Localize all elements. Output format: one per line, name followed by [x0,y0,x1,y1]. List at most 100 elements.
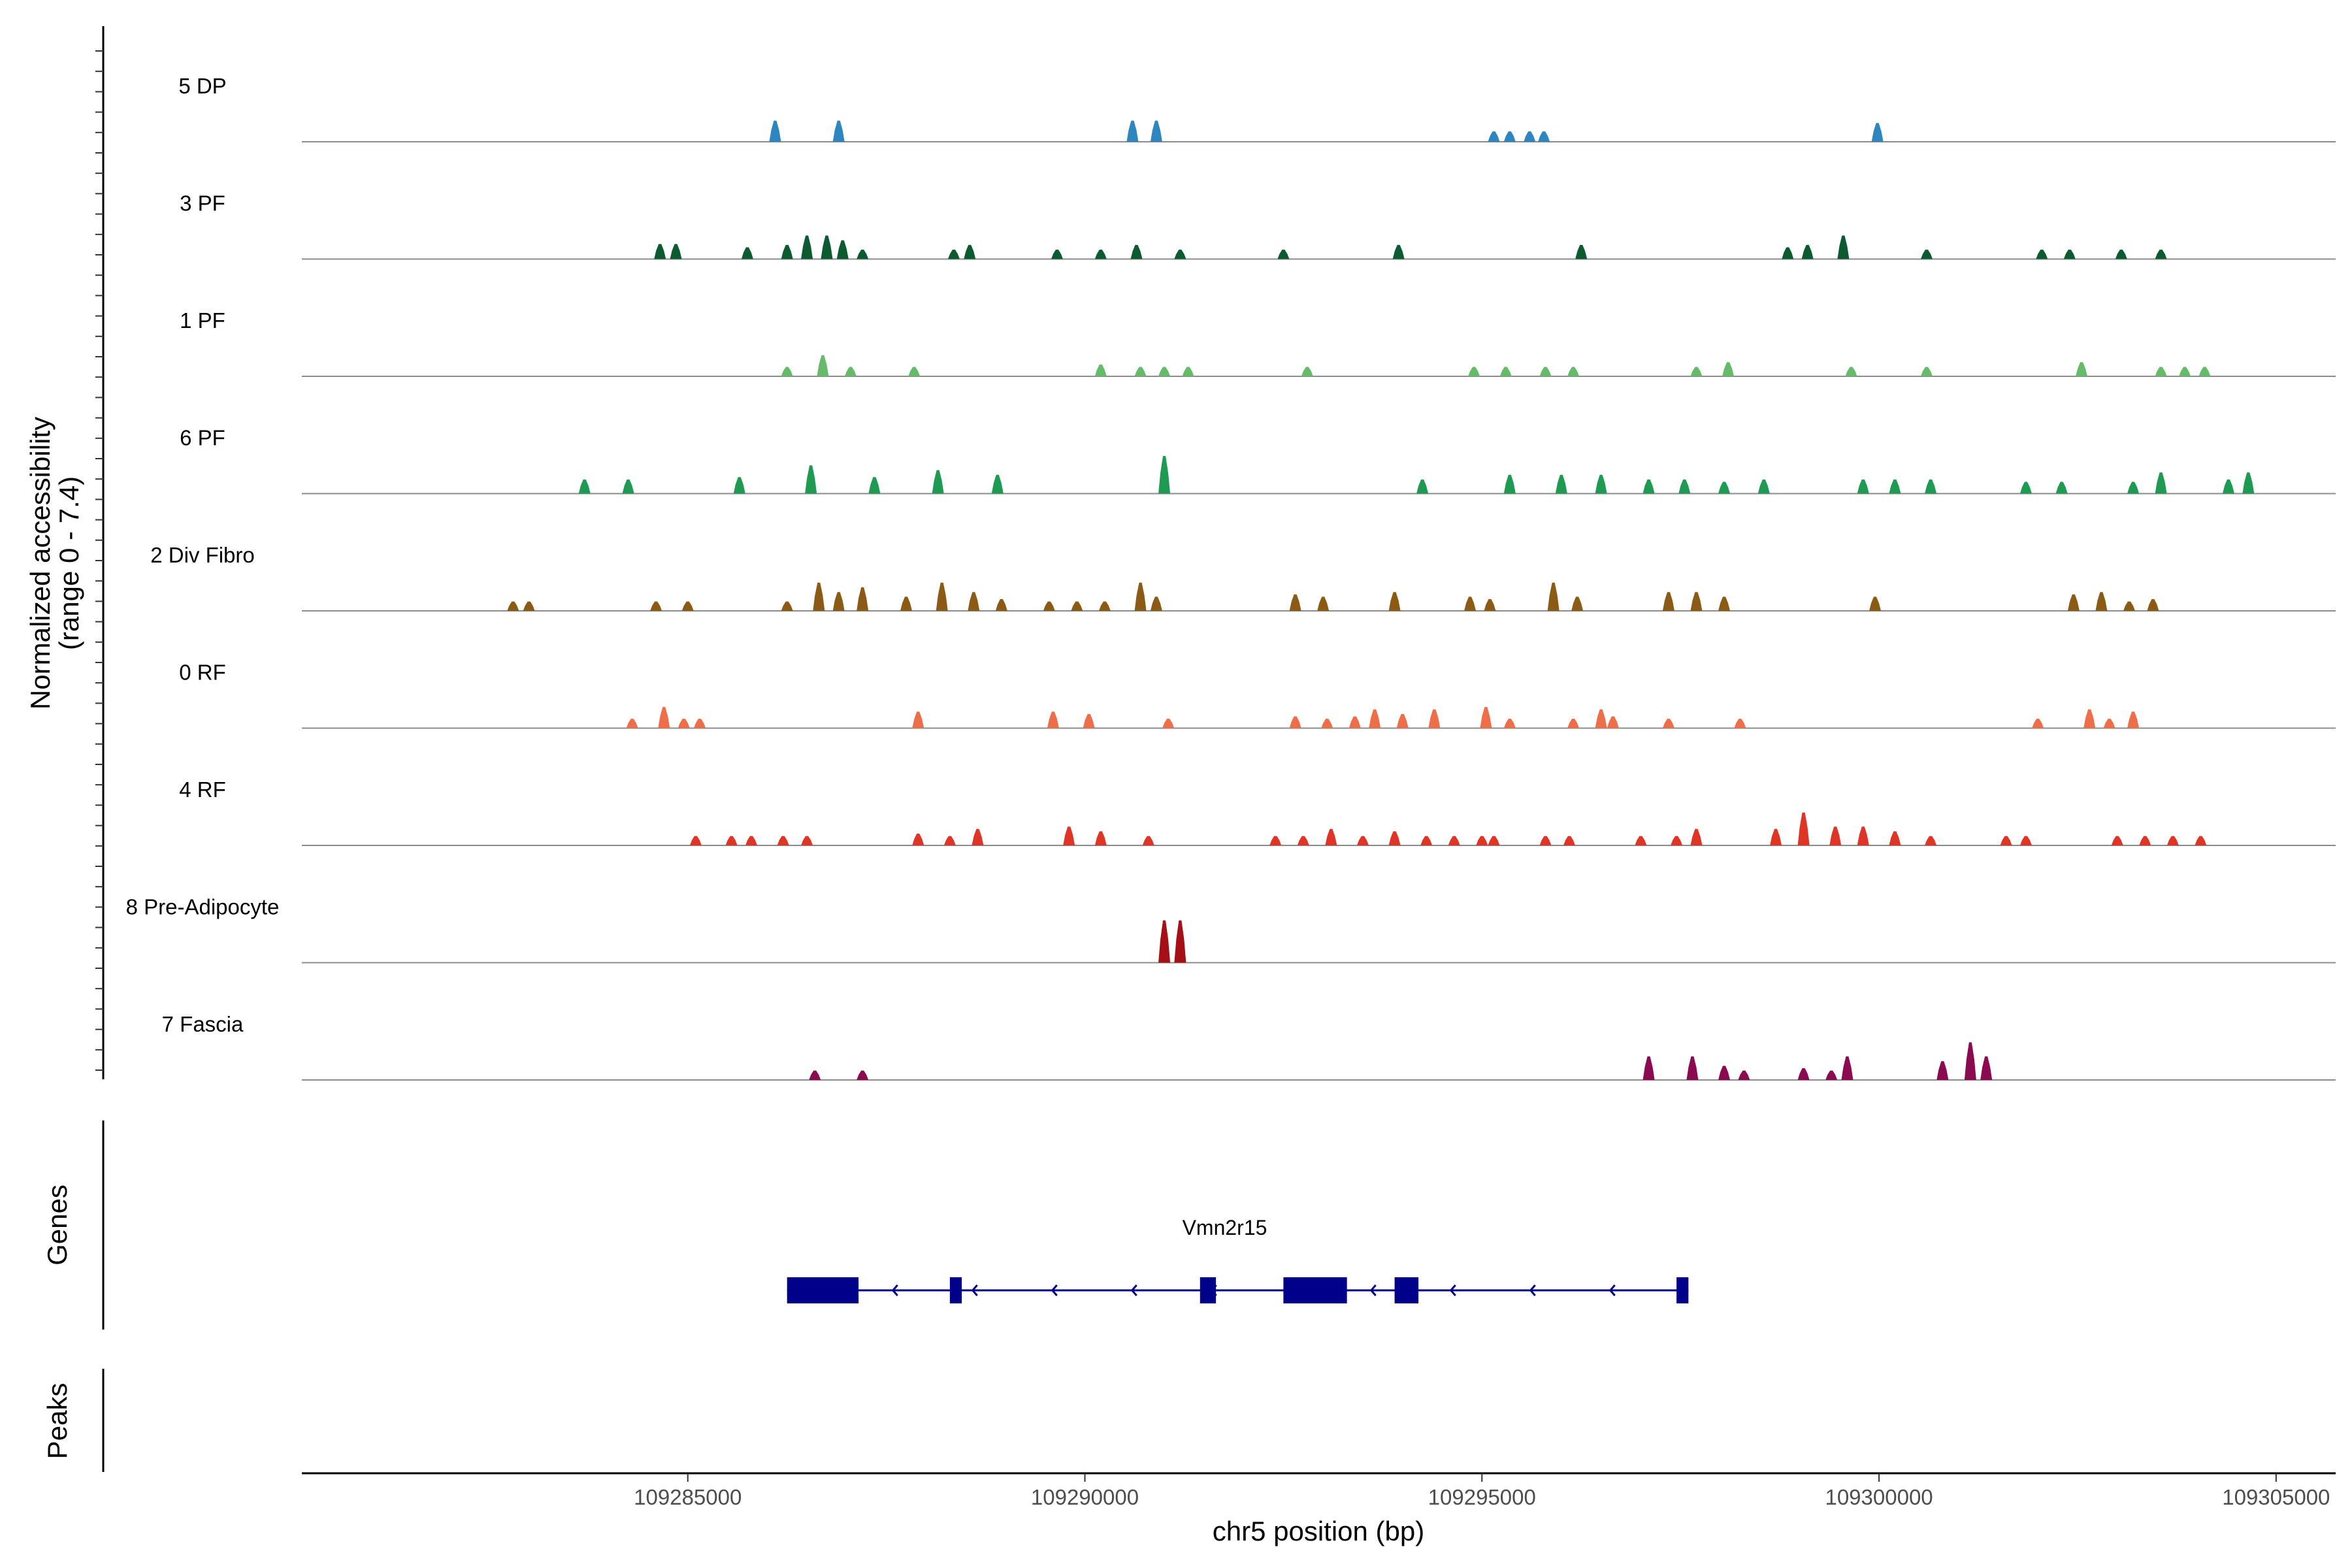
gene-name-label: Vmn2r15 [1183,1216,1267,1239]
coverage-peak [1662,592,1674,611]
coverage-peak [1671,836,1683,845]
coverage-peak [1555,474,1567,494]
track-label: 2 Div Fibro [150,543,255,567]
coverage-peak [1690,828,1703,845]
coverage-peak [1871,123,1884,142]
gene-exon [1676,1277,1689,1303]
coverage-peak [2123,601,2135,611]
coverage-peak [868,477,881,494]
strand-arrow [1609,1284,1616,1296]
coverage-peak [1488,836,1500,845]
x-tick-label: 109285000 [634,1485,742,1509]
coverage-peak [1301,367,1313,376]
coverage-peak [1162,719,1175,728]
coverage-peak [1468,367,1480,376]
coverage-peak [1595,474,1607,494]
coverage-tracks: 5 DP 3 PF 1 PF 6 PF 2 Div Fibro 0 RF 4 RF 8 Pre… [95,26,2336,1081]
coverage-peak [1857,826,1869,845]
coverage-peak [1837,235,1850,259]
coverage-peak [777,836,789,845]
coverage-peak [1043,601,1055,611]
coverage-peak [2166,836,2179,845]
coverage-peak [1567,367,1580,376]
coverage-peak [1718,1066,1731,1080]
coverage-peak [1607,716,1619,728]
gene-exon [1394,1277,1419,1303]
coverage-peak [1539,367,1552,376]
coverage-peak [622,479,634,494]
peaks-panel-label: Peaks [42,1383,73,1460]
coverage-peak [1094,250,1107,259]
coverage-peak [1158,455,1171,494]
coverage-peak [1690,592,1703,611]
coverage-peak [805,465,817,494]
gene-exon [1200,1277,1217,1303]
coverage-peak [1158,367,1171,376]
strand-arrow [1130,1284,1137,1296]
coverage-peak [658,707,670,728]
coverage-peak [1289,594,1301,611]
coverage-peak [1797,812,1810,845]
coverage-peak [1321,719,1333,728]
coverage-peak [2155,367,2167,376]
strand-arrow [1051,1284,1058,1296]
coverage-peak [1920,250,1933,259]
coverage-peak [801,836,813,845]
coverage-peak [857,1070,869,1080]
coverage-peak [1142,836,1154,845]
coverage-peak [2155,250,2167,259]
coverage-peak [1182,367,1194,376]
coverage-peak [1098,601,1111,611]
x-tick-label: 109295000 [1428,1485,1536,1509]
coverage-peak [2198,367,2211,376]
coverage-peak [1925,479,1937,494]
coverage-peak [1484,599,1496,611]
coverage-peak [809,1070,821,1080]
coverage-peak [1635,836,1647,845]
coverage-peak [693,719,706,728]
coverage-peak [1396,713,1409,728]
y-axis-range-label: (range 0 - 7.4) [54,476,84,650]
coverage-peak [1174,250,1186,259]
coverage-peak [2111,836,2123,845]
coverage-peak [817,355,829,376]
coverage-peak [523,601,535,611]
coverage-peak [1348,716,1361,728]
coverage-peak [801,235,813,259]
coverage-peak [1083,713,1095,728]
track-label: 6 PF [180,426,225,450]
coverage-peak [947,250,960,259]
coverage-peak [1738,1070,1750,1080]
gene-exon [949,1277,962,1303]
gene-exon [787,1277,859,1303]
coverage-peak [1499,367,1512,376]
coverage-peak [2115,250,2127,259]
coverage-peak [1690,367,1703,376]
track-label: 5 DP [178,74,226,98]
coverage-peak [1071,601,1083,611]
gene-exon [1283,1277,1347,1303]
coverage-peak [813,582,825,611]
track-label: 7 Fascia [162,1012,244,1036]
coverage-peak [1150,596,1162,611]
coverage-peak [1797,1068,1810,1080]
coverage-peak [1575,244,1588,259]
strand-arrow [891,1284,898,1296]
coverage-peak [1063,826,1075,845]
coverage-peak [1174,920,1186,963]
coverage-peak [681,601,694,611]
coverage-peak [844,367,857,376]
coverage-peak [836,240,849,259]
coverage-peak [1567,719,1580,728]
coverage-peak [1297,836,1309,845]
coverage-peak [1503,474,1516,494]
x-tick-label: 109305000 [2222,1485,2330,1509]
coverage-peak [654,244,666,259]
coverage-peak [900,596,913,611]
coverage-peak [1869,596,1881,611]
coverage-peak [1150,120,1162,142]
coverage-peak [2063,250,2076,259]
coverage-peak [2076,362,2088,376]
coverage-peak [1845,367,1857,376]
